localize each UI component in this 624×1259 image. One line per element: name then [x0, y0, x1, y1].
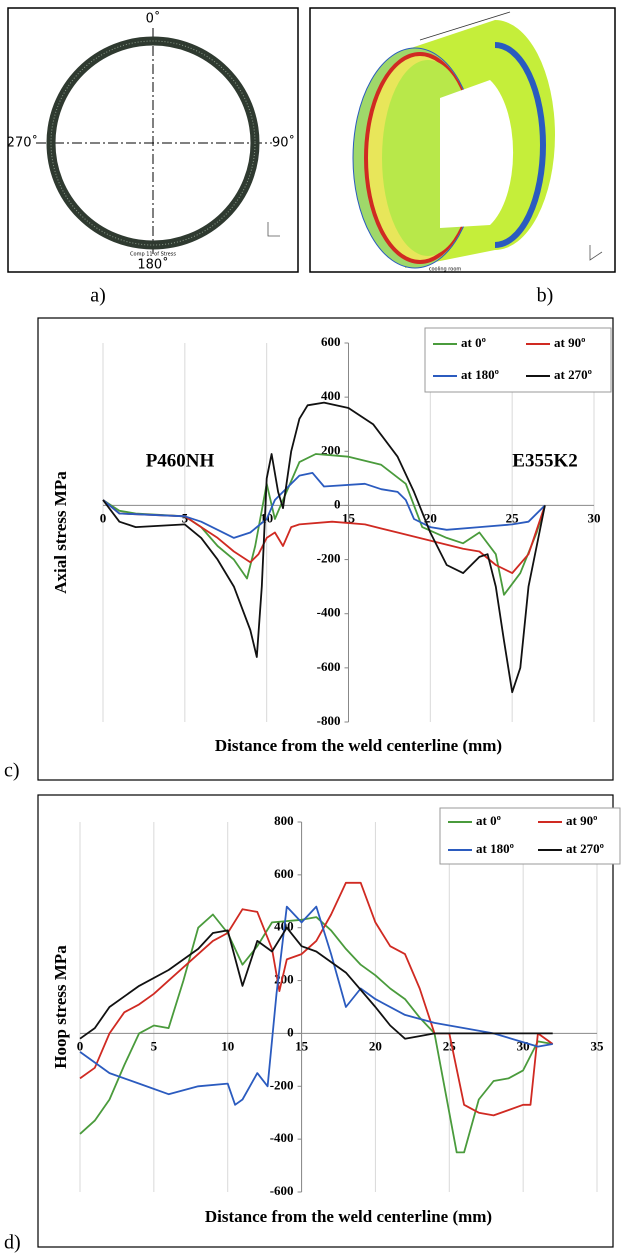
- caption: Comp 11 of Stress: [130, 252, 176, 258]
- annotation: E355K2: [512, 450, 577, 471]
- y-tick-label: -600: [317, 659, 341, 674]
- series-line: [80, 928, 553, 1039]
- panel-label: d): [4, 1232, 21, 1254]
- x-tick-label: 20: [369, 1038, 382, 1053]
- y-tick-label: 0: [287, 1024, 294, 1039]
- panel-label: b): [537, 285, 554, 307]
- legend-label: at 270º: [554, 367, 592, 382]
- panel-label: c): [4, 760, 20, 782]
- x-tick-label: 10: [221, 1038, 234, 1053]
- x-tick-label: 0: [100, 510, 107, 525]
- y-tick-label: 600: [274, 866, 294, 881]
- angle-label: 180˚: [137, 257, 168, 273]
- legend-label: at 0º: [461, 335, 486, 350]
- legend-label: at 90º: [554, 335, 585, 350]
- x-tick-label: 25: [443, 1038, 457, 1053]
- y-tick-label: 0: [334, 496, 341, 511]
- y-tick-label: 400: [321, 388, 341, 403]
- y-tick-label: -200: [317, 551, 341, 566]
- legend-label: at 0º: [476, 813, 501, 828]
- caption: cooling room: [429, 267, 462, 273]
- y-tick-label: 800: [274, 813, 294, 828]
- angle-label: 90˚: [272, 135, 295, 151]
- page: 0˚ 90˚ 180˚ 270˚ Comp 11 of Stress cooli…: [0, 0, 624, 1259]
- y-tick-label: -400: [270, 1130, 294, 1145]
- y-tick-label: -600: [270, 1183, 294, 1198]
- annotation: P460NH: [146, 450, 215, 471]
- y-axis-label: Axial stress MPa: [51, 471, 70, 594]
- y-axis-label: Hoop stress MPa: [51, 945, 70, 1069]
- x-tick-label: 30: [588, 510, 601, 525]
- bore: [440, 80, 513, 228]
- y-tick-label: -800: [317, 713, 341, 728]
- legend-label: at 180º: [461, 367, 499, 382]
- panel-label: a): [90, 285, 106, 307]
- x-tick-label: 5: [151, 1038, 158, 1053]
- x-tick-label: 35: [591, 1038, 605, 1053]
- y-tick-label: -200: [270, 1077, 294, 1092]
- legend-label: at 90º: [566, 813, 597, 828]
- figure: 0˚ 90˚ 180˚ 270˚ Comp 11 of Stress cooli…: [0, 0, 624, 1254]
- legend-label: at 270º: [566, 841, 604, 856]
- x-axis-label: Distance from the weld centerline (mm): [205, 1207, 492, 1226]
- x-axis-label: Distance from the weld centerline (mm): [215, 736, 502, 755]
- y-tick-label: 600: [321, 334, 341, 349]
- x-tick-label: 0: [77, 1038, 84, 1053]
- angle-label: 270˚: [7, 135, 38, 151]
- legend-label: at 180º: [476, 841, 514, 856]
- series-line: [80, 907, 553, 1105]
- angle-label: 0˚: [146, 11, 161, 27]
- y-tick-label: -400: [317, 605, 341, 620]
